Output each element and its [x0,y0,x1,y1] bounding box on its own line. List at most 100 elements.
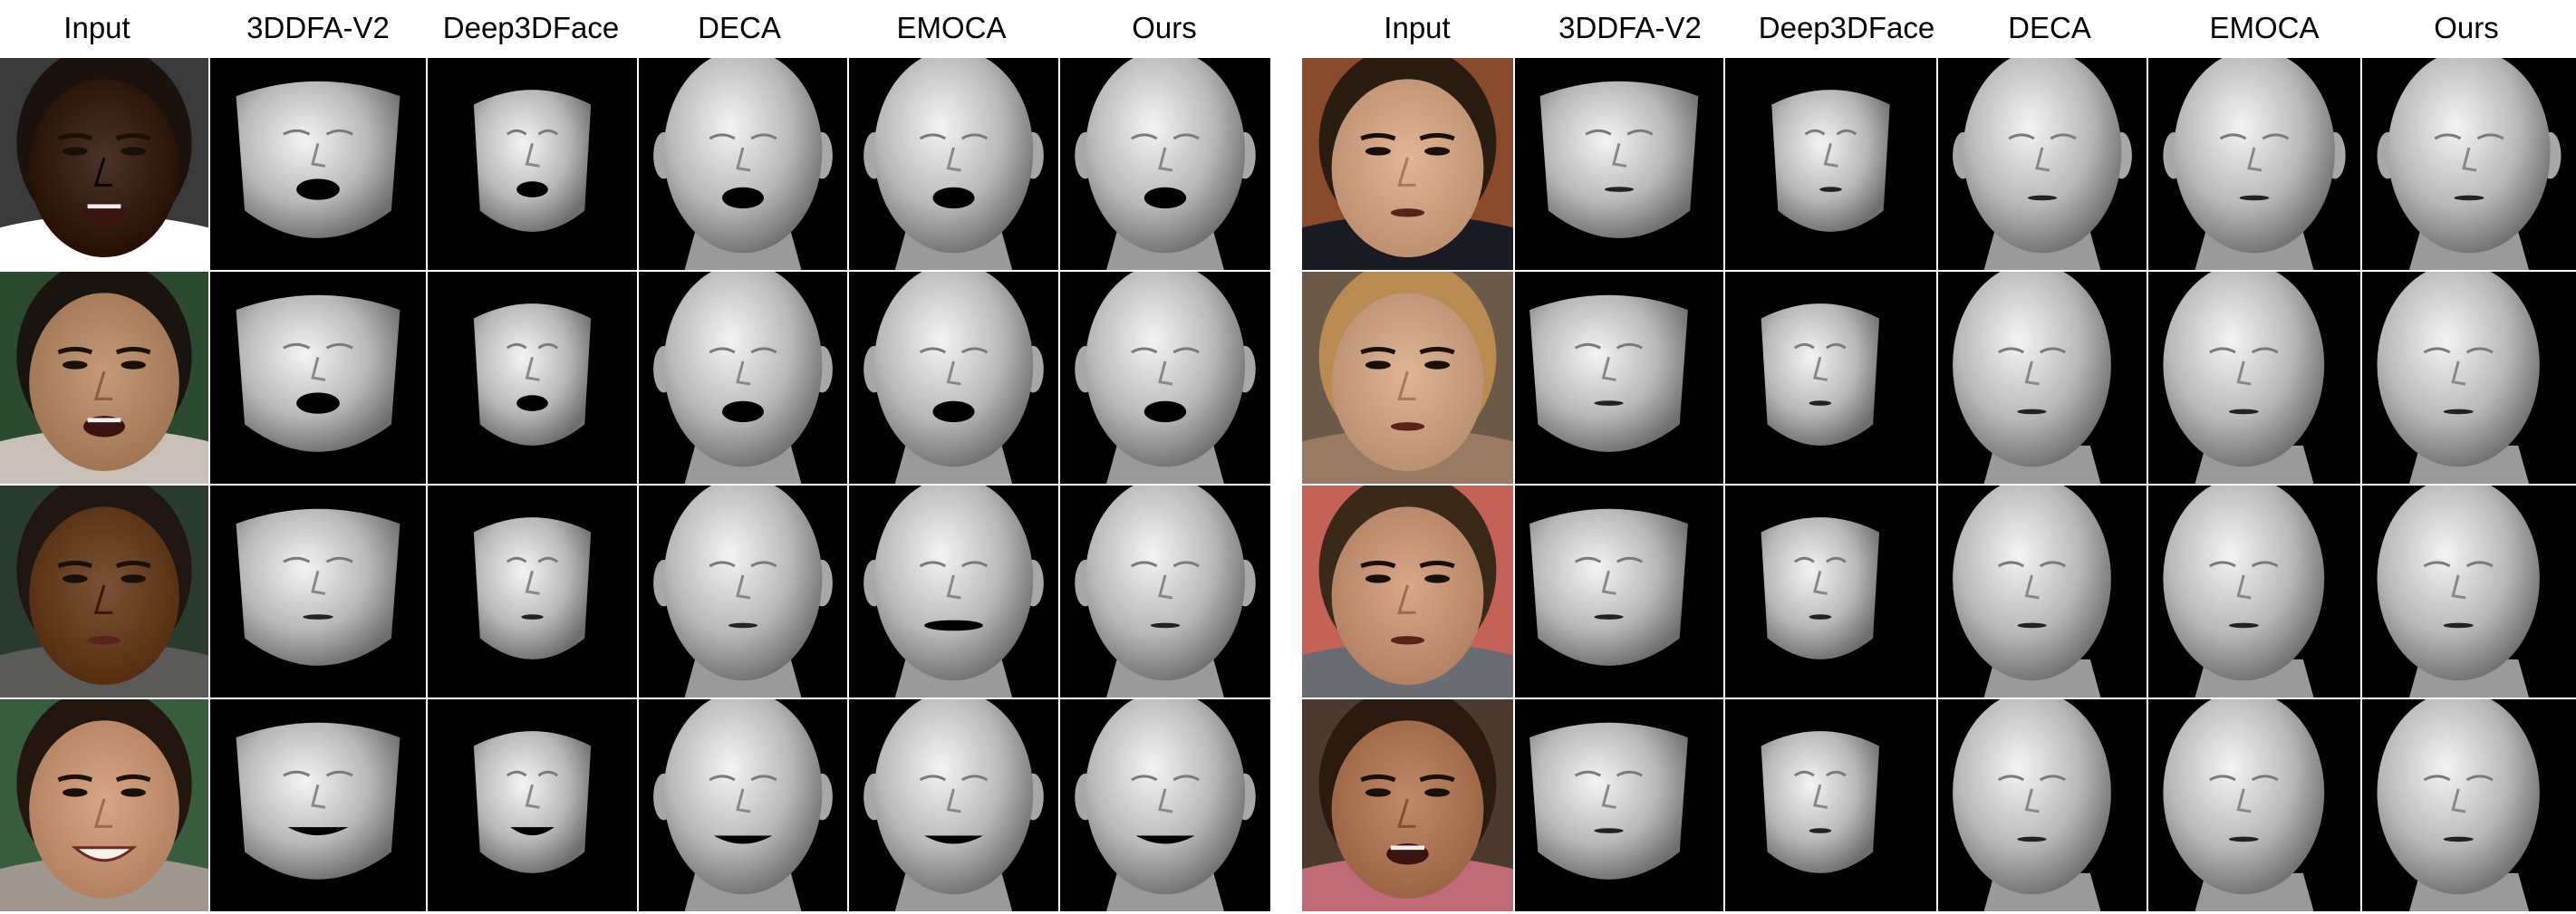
face-mesh-render [1725,272,1936,484]
column-header-row: Input 3DDFA-V2 Deep3DFace DECA EMOCA Our… [1302,0,2576,58]
face-render-deca [1938,486,2147,698]
face-render-emoca [849,486,1058,698]
face-mesh-render [210,486,426,698]
column-header-ours: Ours [1132,11,1197,44]
face-mesh-render [1725,486,1936,698]
input-face-photo [0,486,208,698]
face-mesh-render [1938,58,2147,270]
face-mesh-render [1060,58,1270,270]
face-render-3ddfa-v2 [210,699,426,911]
face-mesh-render [2362,272,2576,484]
face-mesh-render [849,699,1058,911]
face-mesh-render [1938,699,2147,911]
input-face-photo [1302,272,1513,484]
column-header-emoca: EMOCA [896,11,1007,44]
face-mesh-render [428,486,637,698]
column-header-deep3dface: Deep3DFace [442,11,620,44]
face-mesh-render [849,58,1058,270]
face-photo-image [1302,272,1513,484]
face-render-deep3dface [428,272,637,484]
face-render-deep3dface [1725,486,1936,698]
face-mesh-render [2148,486,2360,698]
face-mesh-render [2148,699,2360,911]
face-mesh-render [1515,699,1723,911]
face-mesh-render [639,486,847,698]
face-mesh-render [1515,486,1723,698]
face-render-emoca [2148,58,2360,270]
column-header-deca: DECA [2008,11,2091,44]
column-header-3ddfa-v2: 3DDFA-V2 [246,11,390,44]
face-photo-image [1302,58,1513,270]
column-header-deca: DECA [698,11,781,44]
face-render-3ddfa-v2 [210,272,426,484]
face-render-ours [2362,58,2576,270]
face-render-deca [1938,272,2147,484]
face-render-deep3dface [1725,699,1936,911]
column-header-input: Input [63,11,130,44]
face-render-deca [639,699,847,911]
face-photo-image [0,699,208,911]
face-mesh-render [210,272,426,484]
face-render-3ddfa-v2 [1515,486,1723,698]
face-render-emoca [2148,272,2360,484]
face-render-ours [1060,58,1270,270]
face-render-emoca [849,272,1058,484]
face-render-ours [1060,699,1270,911]
face-render-deca [1938,699,2147,911]
face-render-ours [2362,699,2576,911]
face-mesh-render [428,272,637,484]
face-photo-image [0,486,208,698]
face-mesh-render [1938,272,2147,484]
face-render-deep3dface [428,486,637,698]
face-mesh-render [1515,58,1723,270]
input-face-photo [1302,58,1513,270]
face-render-ours [2362,272,2576,484]
column-header-emoca: EMOCA [2209,11,2320,44]
column-header-deep3dface: Deep3DFace [1758,11,1935,44]
face-render-ours [2362,486,2576,698]
face-photo-image [0,272,208,484]
input-face-photo [1302,699,1513,911]
face-mesh-render [639,272,847,484]
face-mesh-render [1060,272,1270,484]
face-render-3ddfa-v2 [1515,272,1723,484]
face-render-deca [639,58,847,270]
column-header-input: Input [1384,11,1451,44]
face-render-ours [1060,272,1270,484]
column-header-3ddfa-v2: 3DDFA-V2 [1558,11,1702,44]
face-mesh-render [2362,58,2576,270]
face-mesh-render [428,58,637,270]
comparison-panel-left: Input 3DDFA-V2 Deep3DFace DECA EMOCA Our… [0,0,1270,914]
face-render-3ddfa-v2 [1515,58,1723,270]
face-mesh-render [1725,58,1936,270]
face-photo-image [0,58,208,270]
face-mesh-render [1060,486,1270,698]
face-render-3ddfa-v2 [1515,699,1723,911]
face-mesh-render [1938,486,2147,698]
face-mesh-render [1060,699,1270,911]
column-header-row: Input 3DDFA-V2 Deep3DFace DECA EMOCA Our… [0,0,1270,58]
face-render-deca [639,486,847,698]
face-mesh-render [210,58,426,270]
face-render-emoca [849,699,1058,911]
face-mesh-render [428,699,637,911]
input-face-photo [0,58,208,270]
face-mesh-render [849,486,1058,698]
input-face-photo [1302,486,1513,698]
face-mesh-render [2148,58,2360,270]
face-mesh-render [639,58,847,270]
face-photo-image [1302,699,1513,911]
input-face-photo [0,699,208,911]
face-mesh-render [1515,272,1723,484]
face-render-emoca [849,58,1058,270]
face-render-emoca [2148,699,2360,911]
face-mesh-render [849,272,1058,484]
face-mesh-render [639,699,847,911]
face-render-deep3dface [1725,58,1936,270]
face-render-deep3dface [428,58,637,270]
face-mesh-render [2362,699,2576,911]
face-render-ours [1060,486,1270,698]
face-photo-image [1302,486,1513,698]
face-render-emoca [2148,486,2360,698]
face-render-deca [1938,58,2147,270]
